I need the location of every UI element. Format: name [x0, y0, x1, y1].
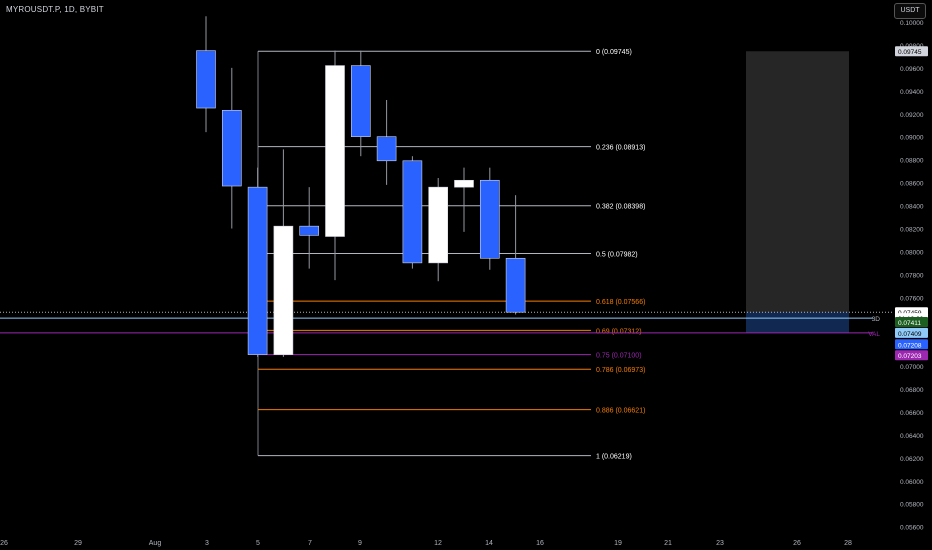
- price-axis-tick: 0.10000: [900, 20, 924, 27]
- price-axis-tick: 0.09600: [900, 66, 924, 73]
- candle-body: [454, 179, 474, 188]
- candle-body: [222, 110, 242, 187]
- time-axis-tick: 29: [74, 540, 82, 547]
- price-badge-label: 0.07203: [898, 353, 922, 360]
- price-axis-tick: 0.09000: [900, 135, 924, 142]
- price-axis-tick: 0.07600: [900, 295, 924, 302]
- time-axis-tick: 28: [844, 540, 852, 547]
- candle-body: [376, 136, 397, 162]
- candle-body: [505, 257, 526, 313]
- price-axis-tick: 0.05600: [900, 525, 924, 532]
- price-axis-tick: 0.08800: [900, 158, 924, 165]
- price-axis-tick: 0.06800: [900, 387, 924, 394]
- symbol-title: MYROUSDT.P, 1D, BYBIT: [6, 5, 104, 14]
- price-badge-label: 0.07409: [898, 331, 922, 338]
- price-axis-tick: 0.08400: [900, 204, 924, 211]
- price-axis-tick: 0.08000: [900, 249, 924, 256]
- time-axis-tick: 14: [485, 540, 493, 547]
- fib-level-label: 0.5 (0.07982): [596, 251, 638, 258]
- candle-body: [273, 225, 294, 355]
- side-label: 3D: [872, 316, 881, 323]
- time-axis-tick: 19: [614, 540, 622, 547]
- price-axis-tick: 0.08600: [900, 181, 924, 188]
- candle-body: [196, 50, 216, 109]
- price-badge-label: 0.07208: [898, 342, 922, 349]
- price-axis-tick: 0.07800: [900, 272, 924, 279]
- price-badge: [895, 339, 928, 350]
- fib-level-label: 0.382 (0.08398): [596, 204, 645, 211]
- time-axis-tick: 5: [256, 540, 260, 547]
- price-badge: [895, 327, 928, 338]
- price-axis-tick: 0.09400: [900, 89, 924, 96]
- projection-box-lower: [746, 312, 849, 333]
- candle-body: [479, 179, 500, 259]
- projection-box: [746, 51, 849, 333]
- candle-body: [247, 186, 268, 355]
- fib-level-label: 0.75 (0.07100): [596, 353, 642, 360]
- price-axis-tick: 0.06200: [900, 456, 924, 463]
- side-label: VAL: [868, 331, 880, 338]
- time-axis-panel: [0, 534, 932, 550]
- candle-body: [325, 65, 345, 237]
- price-badge: [895, 46, 928, 57]
- time-axis-tick: 21: [664, 540, 672, 547]
- fib-level-label: 0.69 (0.07312): [596, 328, 642, 335]
- time-axis-tick: 26: [793, 540, 801, 547]
- price-axis-tick: 0.06000: [900, 479, 924, 486]
- price-axis-tick: 0.09200: [900, 112, 924, 119]
- time-axis-tick: Aug: [149, 540, 162, 547]
- fib-level-label: 0.886 (0.06621): [596, 408, 645, 415]
- price-axis-tick: 0.06400: [900, 433, 924, 440]
- time-axis-tick: 23: [716, 540, 724, 547]
- price-badge-label: 0.07411: [898, 320, 921, 327]
- candle-body: [299, 225, 320, 236]
- price-axis-panel: [893, 0, 932, 550]
- fib-level-label: 0.786 (0.06973): [596, 367, 645, 374]
- fib-level-label: 0.236 (0.08913): [596, 145, 645, 152]
- fib-level-label: 0.618 (0.07566): [596, 299, 645, 306]
- time-axis-tick: 3: [205, 540, 209, 547]
- time-axis-tick: 12: [434, 540, 442, 547]
- currency-button[interactable]: USDT: [894, 3, 926, 19]
- time-axis-tick: 7: [308, 540, 312, 547]
- price-badge: [895, 316, 928, 327]
- candle-body: [402, 160, 423, 264]
- price-axis-tick: 0.06600: [900, 410, 924, 417]
- time-axis-tick: 26: [0, 540, 8, 547]
- price-badge: [895, 350, 928, 361]
- candle-body: [428, 186, 449, 264]
- fib-level-label: 0 (0.09745): [596, 49, 632, 56]
- fib-level-label: 1 (0.06219): [596, 454, 632, 461]
- price-axis-tick: 0.08200: [900, 226, 924, 233]
- candle-body: [350, 65, 371, 137]
- price-axis-tick: 0.07000: [900, 364, 924, 371]
- time-axis-tick: 9: [358, 540, 362, 547]
- time-axis-tick: 16: [536, 540, 544, 547]
- price-axis-tick: 0.05800: [900, 502, 924, 509]
- price-badge-label: 0.09745: [898, 49, 922, 56]
